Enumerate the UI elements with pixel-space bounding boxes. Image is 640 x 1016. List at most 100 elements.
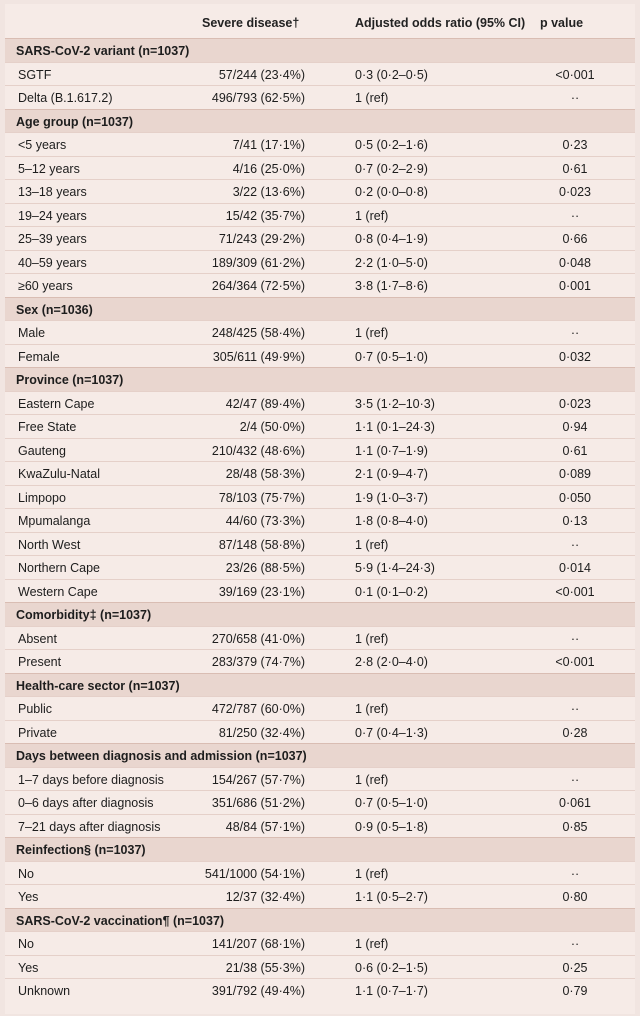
severe-disease-cell: 39/169 (23·1%)	[218, 584, 305, 599]
section-title: Reinfection§ (n=1037)	[16, 843, 146, 857]
p-value-cell: 0·94	[562, 420, 588, 434]
p-value-cell: 0·25	[562, 960, 588, 975]
table-row: No 541/1000 (54·1%) 1 (ref) ··	[5, 860, 635, 885]
p-value-cell: 0·089	[559, 467, 591, 481]
table-row: Unknown 391/792 (49·4%) 1·1 (0·7–1·7) 0·79	[5, 978, 635, 1002]
severe-disease-cell: 7/41 (17·1%)	[232, 138, 305, 152]
row-label: Free State	[18, 420, 77, 434]
section-header-row: Comorbidity‡ (n=1037)	[5, 602, 635, 626]
row-label: No	[18, 866, 34, 881]
row-label: North West	[18, 537, 81, 552]
table-row: 7–21 days after diagnosis 48/84 (57·1%) 0·…	[5, 813, 635, 838]
row-label: 7–21 days after diagnosis	[18, 819, 161, 834]
odds-ratio-cell: 0·7 (0·4–1·3)	[355, 725, 428, 740]
row-label: Unknown	[18, 984, 71, 998]
p-value-cell: 0·014	[559, 561, 591, 575]
row-label: Western Cape	[18, 584, 98, 599]
table-row: Limpopo 78/103 (75·7%) 1·9 (1·0–3·7) 0·050	[5, 484, 635, 509]
row-label: Female	[18, 349, 60, 364]
row-label: 13–18 years	[18, 185, 87, 199]
row-label: Yes	[18, 890, 39, 904]
table-row: Male 248/425 (58·4%) 1 (ref) ··	[5, 320, 635, 344]
p-value-cell: 0·023	[559, 185, 591, 199]
p-value-cell: <0·001	[555, 67, 595, 82]
odds-ratio-cell: 0·7 (0·5–1·0)	[355, 349, 428, 364]
severe-disease-cell: 2/4 (50·0%)	[239, 420, 305, 434]
p-value-cell: ··	[570, 937, 580, 951]
row-label: 1–7 days before diagnosis	[18, 772, 164, 787]
odds-ratio-cell: 0·7 (0·5–1·0)	[355, 796, 428, 810]
section-header-row: Health-care sector (n=1037)	[5, 672, 635, 696]
row-label: 19–24 years	[18, 208, 87, 223]
row-label: No	[18, 937, 34, 951]
table-row: Gauteng 210/432 (48·6%) 1·1 (0·7–1·9) 0·61	[5, 437, 635, 462]
severe-disease-cell: 87/148 (58·8%)	[218, 537, 305, 552]
row-label: Present	[18, 655, 62, 669]
p-value-cell: 0·66	[562, 232, 588, 246]
odds-ratio-cell: 0·8 (0·4–1·9)	[355, 232, 428, 246]
table-row: ≥60 years 264/364 (72·5%) 3·8 (1·7–8·6) 0·0…	[5, 273, 635, 297]
row-label: Eastern Cape	[18, 396, 95, 411]
odds-ratio-cell: 1 (ref)	[355, 866, 389, 881]
column-header-severe-disease: Severe disease†	[202, 16, 300, 30]
odds-ratio-cell: 5·9 (1·4–24·3)	[355, 561, 435, 575]
p-value-cell: 0·79	[562, 984, 588, 998]
severe-disease-cell: 23/26 (88·5%)	[225, 561, 305, 575]
table-body: SARS-CoV-2 variant (n=1037) SGTF 57/244 (2…	[5, 38, 635, 1002]
odds-ratio-cell: 2·8 (2·0–4·0)	[355, 655, 428, 669]
severe-disease-cell: 283/379 (74·7%)	[211, 655, 305, 669]
table-row: Western Cape 39/169 (23·1%) 0·1 (0·1–0·2) <…	[5, 578, 635, 603]
table-row: 25–39 years 71/243 (29·2%) 0·8 (0·4–1·9) 0·…	[5, 226, 635, 250]
p-value-cell: ··	[570, 326, 580, 340]
table-row: KwaZulu-Natal 28/48 (58·3%) 2·1 (0·9–4·7) 0…	[5, 461, 635, 485]
section-title: Comorbidity‡ (n=1037)	[16, 608, 152, 622]
row-label: ≥60 years	[18, 279, 73, 293]
row-label: SGTF	[18, 67, 52, 82]
section-title: Days between diagnosis and admission (n=…	[16, 749, 307, 763]
odds-ratio-cell: 1 (ref)	[355, 208, 389, 223]
p-value-cell: ··	[570, 537, 580, 552]
p-value-cell: 0·61	[562, 161, 588, 176]
p-value-cell: 0·032	[559, 349, 591, 364]
odds-ratio-cell: 1 (ref)	[355, 631, 389, 646]
table-row: SGTF 57/244 (23·4%) 0·3 (0·2–0·5) <0·001	[5, 61, 635, 86]
table-row: Public 472/787 (60·0%) 1 (ref) ··	[5, 696, 635, 720]
odds-ratio-cell: 1 (ref)	[355, 326, 389, 340]
row-label: Yes	[18, 960, 39, 975]
severe-disease-cell: 270/658 (41·0%)	[211, 631, 305, 646]
odds-ratio-cell: 1·1 (0·5–2·7)	[355, 890, 428, 904]
severe-disease-cell: 44/60 (73·3%)	[225, 514, 305, 528]
p-value-cell: <0·001	[555, 584, 595, 599]
severe-disease-cell: 71/243 (29·2%)	[218, 232, 305, 246]
odds-ratio-cell: 2·2 (1·0–5·0)	[355, 255, 428, 270]
table-row: <5 years 7/41 (17·1%) 0·5 (0·2–1·6) 0·23	[5, 132, 635, 156]
odds-ratio-cell: 0·3 (0·2–0·5)	[355, 67, 428, 82]
severe-disease-cell: 248/425 (58·4%)	[211, 326, 305, 340]
row-label: 40–59 years	[18, 255, 87, 270]
p-value-cell: ··	[570, 208, 580, 223]
table-row: Eastern Cape 42/47 (89·4%) 3·5 (1·2–10·3) 0…	[5, 390, 635, 415]
p-value-cell: ··	[570, 631, 580, 646]
p-value-cell: ··	[570, 702, 580, 716]
p-value-cell: 0·80	[562, 890, 588, 904]
odds-ratio-cell: 1·1 (0·7–1·9)	[355, 443, 428, 458]
severe-disease-cell: 15/42 (35·7%)	[225, 208, 305, 223]
table-row: Free State 2/4 (50·0%) 1·1 (0·1–24·3) 0·94	[5, 414, 635, 438]
p-value-cell: ··	[570, 772, 580, 787]
p-value-cell: 0·023	[559, 396, 591, 411]
table-row: Present 283/379 (74·7%) 2·8 (2·0–4·0) <0·00…	[5, 649, 635, 673]
row-label: KwaZulu-Natal	[18, 467, 100, 481]
odds-ratio-cell: 1 (ref)	[355, 537, 389, 552]
odds-ratio-cell: 0·2 (0·0–0·8)	[355, 185, 428, 199]
column-header-odds-ratio: Adjusted odds ratio (95% CI)	[355, 16, 526, 30]
row-label: Public	[18, 702, 53, 716]
odds-ratio-cell: 0·9 (0·5–1·8)	[355, 819, 428, 834]
severe-disease-cell: 141/207 (68·1%)	[211, 937, 305, 951]
row-label: Private	[18, 725, 57, 740]
table-row: Mpumalanga 44/60 (73·3%) 1·8 (0·8–4·0) 0·13	[5, 508, 635, 532]
section-title: Province (n=1037)	[16, 373, 124, 387]
severe-disease-cell: 154/267 (57·7%)	[211, 772, 305, 787]
results-table: Severe disease† Adjusted odds ratio (95%…	[5, 4, 635, 1014]
severe-disease-cell: 305/611 (49·9%)	[212, 349, 305, 364]
row-label: Absent	[18, 631, 57, 646]
